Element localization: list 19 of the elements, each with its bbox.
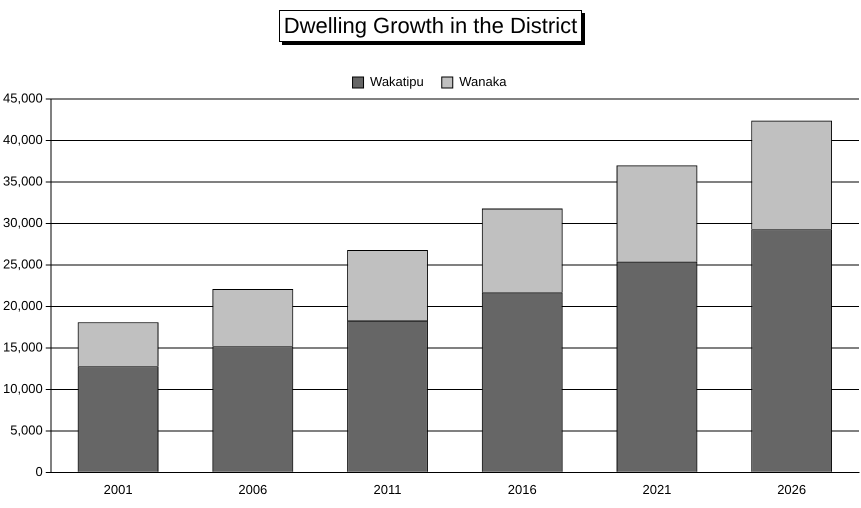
x-tick-label: 2001 <box>104 482 133 497</box>
chart-title: Dwelling Growth in the District <box>278 10 582 42</box>
y-tick-label: 40,000 <box>2 132 43 148</box>
y-tick-label: 0 <box>36 464 43 479</box>
y-tick-label: 35,000 <box>2 174 43 189</box>
x-tick-label: 2026 <box>777 482 806 497</box>
y-tick-label: 20,000 <box>2 298 43 314</box>
legend-label: Wakatipu <box>370 74 424 90</box>
y-tick-label: 30,000 <box>2 215 43 230</box>
y-tick-label: 5,000 <box>10 422 43 438</box>
y-tick-label: 15,000 <box>2 340 43 355</box>
legend-label: Wanaka <box>459 74 508 90</box>
x-tick-label: 2006 <box>238 482 268 497</box>
y-tick-label: 10,000 <box>2 381 43 396</box>
x-tick-label: 2021 <box>642 482 672 497</box>
x-tick-label: 2016 <box>508 482 537 497</box>
y-tick-label: 25,000 <box>2 256 43 272</box>
x-tick-label: 2011 <box>374 482 402 497</box>
y-tick-label: 45,000 <box>2 90 43 106</box>
